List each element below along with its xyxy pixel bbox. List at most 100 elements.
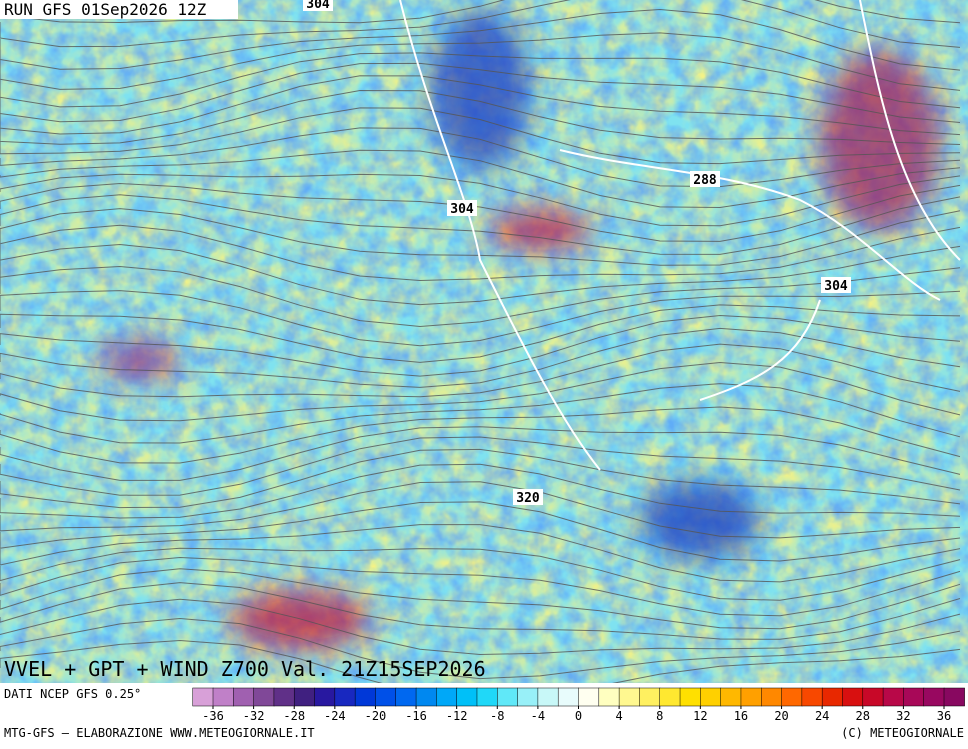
colorbar-swatch [578, 687, 600, 707]
colorbar-swatch [273, 687, 295, 707]
streamline [0, 208, 961, 266]
colorbar-tick-label: 16 [734, 709, 748, 723]
colorbar-tick-label: 12 [693, 709, 707, 723]
colorbar-swatch [192, 687, 214, 707]
contour-label-box [447, 200, 477, 216]
colorbar-swatch [903, 687, 925, 707]
colorbar-swatch [557, 687, 580, 707]
map-title: VVEL + GPT + WIND Z700 Val. 21Z15SEP2026 [4, 657, 486, 681]
streamline [0, 568, 961, 630]
streamline [0, 481, 961, 539]
contour-label: 320 [516, 491, 540, 506]
streamline [0, 436, 961, 496]
contour-label: 304 [306, 0, 330, 12]
contour-label: 304 [450, 202, 474, 217]
streamline [0, 265, 961, 328]
credit-right: (C) METEOGIORNALE [841, 726, 964, 740]
colorbar-swatch [923, 687, 945, 707]
colorbar-swatch [618, 687, 640, 707]
colorbar-swatch [720, 687, 742, 707]
contour-label-box [303, 0, 333, 11]
colorbar-tick-label: 32 [896, 709, 910, 723]
colorbar-swatch [395, 687, 417, 707]
contour-label-box [513, 489, 543, 505]
streamline [0, 127, 961, 188]
colorbar-swatch [334, 687, 356, 707]
colorbar-swatch [375, 687, 397, 707]
colorbar-swatch [781, 687, 803, 707]
streamline [0, 8, 961, 71]
streamline [0, 327, 961, 388]
colorbar-swatch [821, 687, 844, 707]
streamline [0, 582, 961, 640]
contour-label: 288 [693, 173, 717, 188]
streamline [0, 32, 961, 91]
colorbar-swatch [233, 687, 255, 707]
streamline [0, 361, 961, 422]
colorbar-tick-label: -20 [365, 709, 387, 723]
streamline [0, 243, 961, 306]
colorbar-swatch [801, 687, 823, 707]
colorbar-swatch [212, 687, 234, 707]
streamline [0, 89, 961, 145]
colorbar-swatch [497, 687, 519, 707]
streamline [0, 0, 961, 24]
run-label: RUN GFS 01Sep2026 12Z [4, 0, 207, 19]
streamline [0, 107, 961, 165]
streamline [0, 556, 961, 617]
credit-left: MTG-GFS — ELABORAZIONE WWW.METEOGIORNALE… [4, 726, 315, 740]
streamline [0, 0, 961, 48]
streamline [0, 194, 961, 255]
colorbar-swatch [354, 687, 376, 707]
colorbar-swatch [537, 687, 559, 707]
colorbar-tick-label: -4 [531, 709, 545, 723]
colorbar-tick-label: 4 [615, 709, 622, 723]
streamline [0, 173, 961, 227]
colorbar-swatch [293, 687, 316, 707]
streamline [0, 290, 961, 347]
colorbar-tick-label: -24 [324, 709, 346, 723]
colorbar-tick-label: 36 [937, 709, 951, 723]
colorbar-swatch [476, 687, 498, 707]
streamline [0, 75, 961, 136]
streamline [0, 224, 961, 282]
streamline [0, 426, 961, 481]
contour-label: 304 [824, 279, 848, 294]
colorbar-swatch [943, 687, 965, 707]
map [0, 0, 968, 683]
colorbar-tick-label: 28 [856, 709, 870, 723]
streamline [0, 617, 961, 680]
colorbar-tick-label: -28 [283, 709, 305, 723]
colorbar-swatch [740, 687, 762, 707]
streamline [0, 406, 961, 464]
colorbar-swatch [679, 687, 701, 707]
colorbar-tick-label: -8 [490, 709, 504, 723]
streamline [0, 524, 961, 583]
colorbar-swatch [862, 687, 884, 707]
streamline [0, 52, 961, 109]
colorbar-swatch [882, 687, 904, 707]
colorbar-tick-label: 20 [774, 709, 788, 723]
colorbar-swatch [700, 687, 722, 707]
streamline [0, 304, 961, 363]
colorbar-swatch [639, 687, 661, 707]
colorbar-tick-label: 8 [656, 709, 663, 723]
colorbar-swatch [842, 687, 864, 707]
colorbar-tick-label: -32 [243, 709, 265, 723]
streamline [0, 463, 961, 519]
streamline [0, 547, 961, 601]
colorbar-tick-label: 0 [575, 709, 582, 723]
colorbar-swatch [436, 687, 458, 707]
streamline [0, 501, 961, 562]
streamline [0, 314, 961, 377]
source: DATI NCEP GFS 0.25° [4, 687, 141, 701]
colorbar-swatch [761, 687, 783, 707]
streamline [0, 62, 961, 123]
streamline [0, 639, 961, 683]
streamline [0, 383, 961, 444]
colorbar-tick-label: -16 [405, 709, 427, 723]
colorbar-swatch [659, 687, 681, 707]
colorbar-swatch [598, 687, 620, 707]
colorbar: -36 -32 -28 -24 -20 -16 -12 -8 -4 0 4 8 12 16 20 24 28 32… [192, 687, 965, 723]
